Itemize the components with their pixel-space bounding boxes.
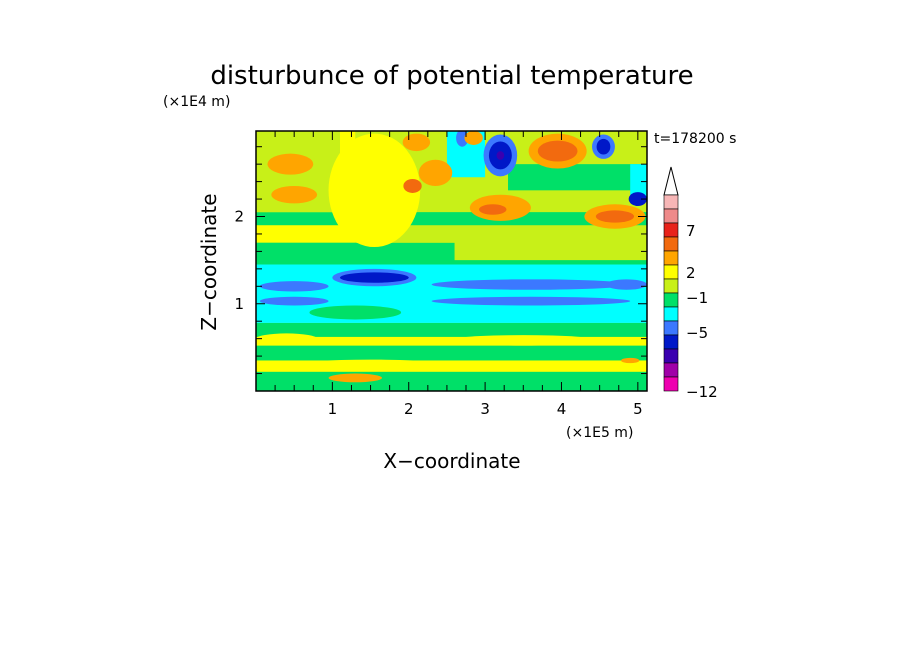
field-cell-15 (537, 140, 578, 162)
x-tick-label: 5 (633, 400, 643, 418)
field-band-8 (508, 164, 647, 191)
field-cell-19 (595, 210, 635, 223)
chart-title: disturbunce of potential temperature (210, 61, 693, 91)
colorbar-swatch (663, 362, 679, 378)
heatmap-field (256, 131, 647, 391)
x-tick-label: 2 (404, 400, 414, 418)
colorbar-label: −1 (686, 289, 708, 307)
field-cell-23 (418, 159, 453, 186)
axis-ticks: 1 2 3 4 5 1 2 (234, 131, 647, 418)
field-cell-6 (605, 279, 647, 290)
field-band-1 (256, 371, 647, 391)
colorbar-swatch (663, 320, 679, 336)
field-cell-30 (294, 359, 447, 371)
field-cell-0 (259, 281, 329, 292)
field-band-12 (630, 164, 647, 200)
field-cell-29 (446, 335, 600, 346)
x-unit-label: (×1E5 m) (566, 425, 633, 441)
field-cell-13 (456, 131, 469, 147)
colorbar-swatch (663, 208, 679, 224)
colorbar-arrow (663, 166, 679, 196)
field-cell-3 (340, 272, 409, 283)
colorbar-swatch (663, 348, 679, 364)
field-cell-11 (596, 138, 611, 155)
field-cell-12 (628, 192, 647, 207)
field-cell-20 (328, 133, 421, 248)
x-tick-label: 1 (328, 400, 338, 418)
field-cell-5 (431, 296, 631, 306)
field-cell-28 (256, 333, 318, 344)
colorbar-label: 2 (686, 264, 696, 282)
colorbar-label: −12 (686, 383, 718, 401)
field-cell-25 (403, 178, 422, 193)
colorbar-label: 7 (686, 222, 696, 240)
time-label: t=178200 s (654, 131, 736, 147)
field-cell-17 (478, 204, 507, 215)
colorbar-swatch (663, 250, 679, 266)
field-cell-26 (464, 131, 483, 145)
colorbar-swatch (663, 306, 679, 322)
y-unit-label: (×1E4 m) (163, 94, 230, 110)
colorbar-swatch (663, 194, 679, 210)
colorbar-swatch (663, 236, 679, 252)
x-axis-label: X−coordinate (383, 449, 520, 473)
x-tick-label: 3 (480, 400, 490, 418)
y-tick-label: 2 (234, 208, 244, 226)
field-band-2 (256, 345, 647, 361)
colorbar: 7 2 −1 −5 −12 (663, 166, 718, 401)
field-band-7 (454, 225, 647, 261)
colorbar-swatch (663, 264, 679, 280)
field-cell-21 (267, 153, 314, 175)
field-cell-9 (496, 151, 505, 160)
field-cell-27 (309, 305, 402, 320)
x-tick-label: 4 (557, 400, 567, 418)
colorbar-swatch (663, 376, 679, 392)
field-cell-4 (431, 279, 631, 290)
y-tick-label: 1 (234, 295, 244, 313)
colorbar-swatch (663, 334, 679, 350)
colorbar-swatch (663, 278, 679, 294)
field-cell-24 (402, 133, 431, 152)
field-band-3 (256, 322, 647, 337)
field-cell-1 (259, 296, 329, 306)
colorbar-swatch (663, 222, 679, 238)
plot-frame (255, 130, 648, 392)
colorbar-label: −5 (686, 324, 708, 342)
field-cell-31 (508, 360, 646, 370)
field-cell-32 (328, 373, 383, 383)
colorbar-swatch (663, 292, 679, 308)
y-axis-label: Z−coordinate (197, 193, 221, 330)
field-cell-33 (621, 357, 640, 364)
field-cell-22 (271, 185, 318, 204)
